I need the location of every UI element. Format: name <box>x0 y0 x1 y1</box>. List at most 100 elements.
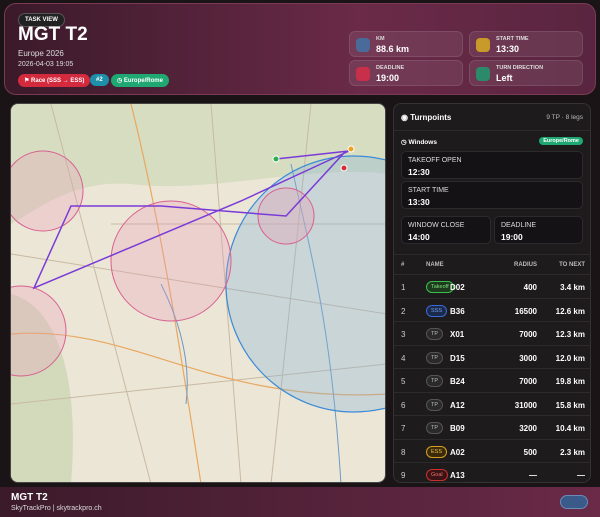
to-next: 12.3 km <box>555 330 585 339</box>
footer-button[interactable] <box>560 495 588 509</box>
to-next: — <box>577 471 585 480</box>
row-number: 1 <box>401 283 406 292</box>
turnpoint-row[interactable]: 6 TP A12 31000 15.8 km <box>394 391 590 415</box>
header: TASK VIEW MGT T2 Europe 2026 2026-04-03 … <box>4 3 596 95</box>
map[interactable] <box>10 103 386 483</box>
map-canvas <box>11 104 385 482</box>
to-next: 10.4 km <box>555 424 585 433</box>
badge-text: Race (SSS → ESS) <box>31 78 85 84</box>
turnpoints-panel: ◉ Turnpoints 9 TP · 8 legs ◷ Windows Eur… <box>393 103 591 483</box>
row-number: 8 <box>401 447 406 457</box>
stat-label: START TIME <box>496 36 529 42</box>
window-label: TAKEOFF OPEN <box>408 157 462 164</box>
row-number: 6 <box>401 400 406 410</box>
table-header: # NAME RADIUS TO NEXT <box>394 254 590 274</box>
panel-title: ◉ Turnpoints <box>401 113 452 122</box>
timezone-badge[interactable]: ◷ Europe/Rome <box>111 74 169 87</box>
footer-subtitle: SkyTrackPro | skytrackpro.ch <box>11 505 102 512</box>
radius: 400 <box>523 283 537 292</box>
race-badge[interactable]: ⚑ Race (SSS → ESS) <box>18 74 91 87</box>
panel-title-text: Turnpoints <box>410 113 452 122</box>
stat-label: TURN DIRECTION <box>496 65 544 71</box>
tag: TASK VIEW <box>18 13 65 27</box>
stat-value: 88.6 km <box>376 44 410 54</box>
radius: 7000 <box>519 330 537 339</box>
to-next: 12.0 km <box>555 353 585 363</box>
turnpoint-row[interactable]: 8 ESS A02 500 2.3 km <box>394 438 590 462</box>
turnpoint-name: D02 <box>450 283 465 292</box>
radius: — <box>529 471 537 480</box>
datetime: 2026-04-03 19:05 <box>18 61 74 68</box>
window-card: DEADLINE 19:00 <box>494 216 583 244</box>
type-badge: Goal <box>426 469 448 481</box>
stat-card: DEADLINE 19:00 <box>349 60 463 86</box>
turnpoint-row[interactable]: 3 TP X01 7000 12.3 km <box>394 321 590 344</box>
window-card: TAKEOFF OPEN 12:30 <box>401 151 583 179</box>
radius: 500 <box>523 447 537 457</box>
to-next: 15.8 km <box>555 400 585 410</box>
turnpoint-name: A02 <box>450 447 465 457</box>
window-value: 12:30 <box>408 167 430 177</box>
type-badge: TP <box>426 422 444 434</box>
to-next: 19.8 km <box>555 377 585 386</box>
turnpoint-row[interactable]: 4 TP D15 3000 12.0 km <box>394 344 590 368</box>
number-badge[interactable]: #2 <box>90 74 109 86</box>
window-value: 19:00 <box>501 232 523 242</box>
stat-icon <box>476 67 490 81</box>
to-next: 3.4 km <box>560 283 585 292</box>
to-next: 12.6 km <box>555 306 585 316</box>
stat-label: KM <box>376 36 385 42</box>
window-label: DEADLINE <box>501 222 537 229</box>
stat-card: KM 88.6 km <box>349 31 463 57</box>
radius: 3000 <box>519 353 537 363</box>
column-header: RADIUS <box>513 262 537 268</box>
window-label: START TIME <box>408 187 449 194</box>
window-card: START TIME 13:30 <box>401 181 583 209</box>
stat-icon <box>476 38 490 52</box>
turnpoint-row[interactable]: 2 SSS B36 16500 12.6 km <box>394 297 590 321</box>
turnpoint-name: B09 <box>450 424 465 433</box>
row-number: 2 <box>401 306 406 316</box>
row-number: 5 <box>401 377 406 386</box>
turnpoint-name: A12 <box>450 400 465 410</box>
panel-summary: 9 TP · 8 legs <box>546 114 583 121</box>
turnpoint-row[interactable]: 7 TP B09 3200 10.4 km <box>394 415 590 438</box>
turnpoint-name: X01 <box>450 330 465 339</box>
footer-title: MGT T2 <box>11 492 48 503</box>
turnpoint-name: B24 <box>450 377 465 386</box>
turnpoint-name: B36 <box>450 306 465 316</box>
subtitle: Europe 2026 <box>18 49 64 58</box>
turnpoint-name: A13 <box>450 471 465 480</box>
windows-timezone: Europe/Rome <box>539 137 583 145</box>
title: MGT T2 <box>18 24 88 45</box>
stat-label: DEADLINE <box>376 65 405 71</box>
row-number: 4 <box>401 353 406 363</box>
divider <box>394 130 590 131</box>
badge-text: Europe/Rome <box>123 78 163 84</box>
to-next: 2.3 km <box>560 447 585 457</box>
type-badge: SSS <box>426 304 448 317</box>
window-value: 13:30 <box>408 197 430 207</box>
windows-title-text: Windows <box>408 139 437 146</box>
stat-card: START TIME 13:30 <box>469 31 583 57</box>
turnpoint-row[interactable]: 9 Goal A13 — — <box>394 462 590 482</box>
stat-icon <box>356 38 370 52</box>
stat-value: 13:30 <box>496 44 520 54</box>
column-header: NAME <box>426 262 444 268</box>
column-header: # <box>401 262 405 268</box>
type-badge: TP <box>426 328 444 340</box>
stat-value: 19:00 <box>376 73 400 83</box>
type-badge: TP <box>426 351 444 364</box>
turnpoint-row[interactable]: 5 TP B24 7000 19.8 km <box>394 368 590 391</box>
row-number: 9 <box>401 471 406 480</box>
radius: 31000 <box>514 400 537 410</box>
windows-title: ◷ Windows <box>401 139 437 146</box>
stat-card: TURN DIRECTION Left <box>469 60 583 86</box>
turnpoint-row[interactable]: 1 Takeoff D02 400 3.4 km <box>394 274 590 297</box>
row-number: 3 <box>401 330 406 339</box>
stat-icon <box>356 67 370 81</box>
radius: 3200 <box>519 424 537 433</box>
type-badge: Takeoff <box>426 281 454 293</box>
type-badge: TP <box>426 398 444 411</box>
